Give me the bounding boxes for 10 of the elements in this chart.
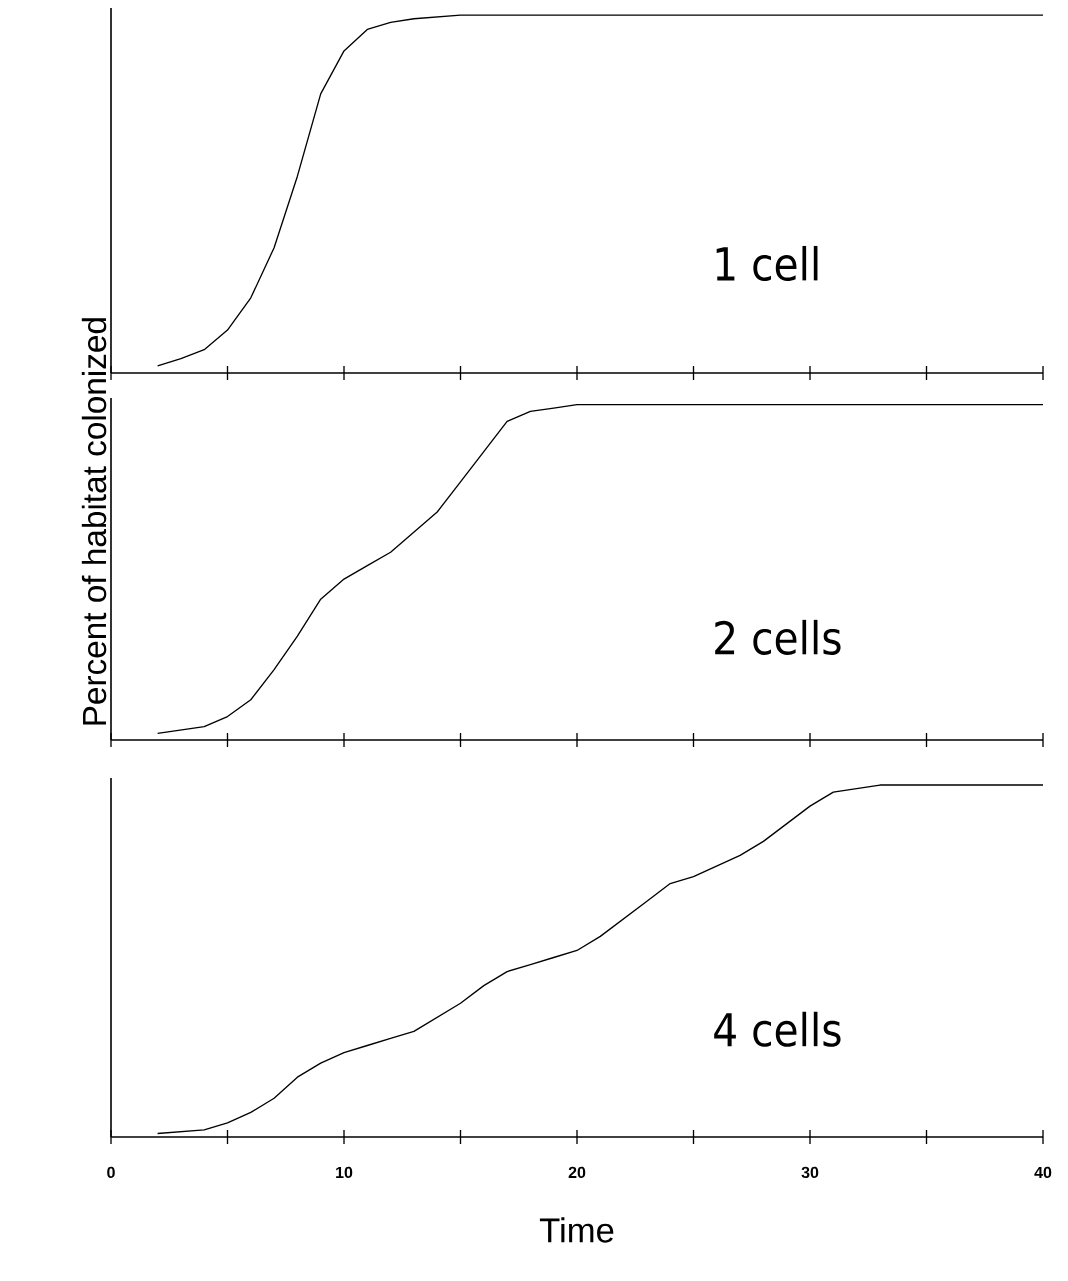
annotation: 4 cells (714, 1011, 841, 1047)
annotation: 2 cells (715, 619, 841, 655)
annotation: 1 cell (716, 245, 818, 282)
y-axis-title: Percent of habitat colonized (81, 318, 107, 725)
x-tick-label: 40 (1034, 1166, 1052, 1179)
x-tick-label: 30 (801, 1166, 819, 1179)
x-axis-title: Time (539, 1217, 614, 1243)
x-tick-label: 10 (336, 1166, 353, 1179)
x-tick-label: 20 (568, 1166, 586, 1179)
x-tick-label: 0 (107, 1166, 115, 1179)
